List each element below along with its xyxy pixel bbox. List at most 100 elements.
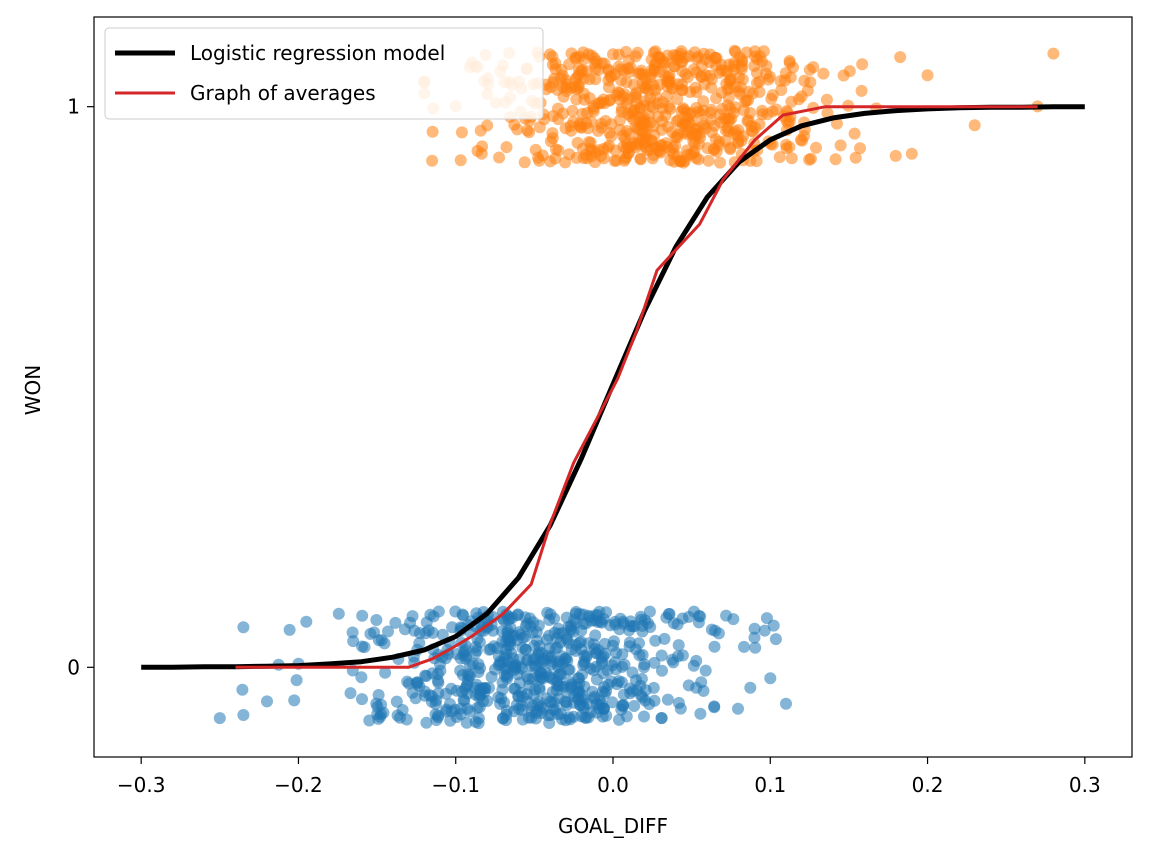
scatter-point	[513, 676, 526, 689]
scatter-point	[738, 640, 750, 653]
scatter-point	[921, 69, 934, 82]
scatter-point	[547, 110, 560, 122]
scatter-point	[737, 130, 750, 143]
scatter-point	[430, 714, 443, 726]
scatter-point	[605, 130, 618, 143]
scatter-point	[523, 126, 536, 139]
scatter-point	[420, 616, 433, 629]
scatter-point	[753, 75, 766, 88]
scatter-point	[671, 618, 684, 631]
scatter-point	[501, 655, 514, 668]
scatter-point	[720, 77, 733, 90]
y-tick-label: 0	[67, 655, 80, 679]
scatter-point	[512, 608, 524, 621]
scatter-point	[564, 713, 577, 726]
scatter-point	[563, 148, 576, 161]
scatter-point	[576, 64, 589, 77]
scatter-point	[697, 119, 710, 132]
scatter-point	[420, 716, 433, 729]
scatter-point	[557, 90, 570, 103]
scatter-point	[829, 153, 842, 166]
scatter-point	[713, 135, 726, 148]
scatter-point	[635, 689, 648, 702]
series-lines	[141, 104, 1085, 670]
scatter-point	[905, 147, 918, 160]
scatter-point	[634, 153, 647, 166]
scatter-point	[610, 646, 623, 659]
scatter-point	[589, 73, 602, 86]
scatter-point	[742, 114, 755, 127]
scatter-point	[638, 661, 650, 674]
scatter-point	[699, 664, 712, 677]
scatter-point	[567, 696, 580, 709]
scatter-point	[629, 91, 642, 104]
scatter-point	[783, 141, 796, 153]
scatter-point	[737, 104, 750, 117]
scatter-point	[661, 693, 674, 706]
scatter-point	[728, 127, 740, 140]
scatter-point	[773, 151, 786, 164]
scatter-point	[630, 137, 643, 150]
scatter-point	[820, 93, 833, 106]
scatter-point	[469, 688, 482, 701]
scatter-point	[586, 685, 599, 698]
scatter-point	[674, 155, 687, 168]
scatter-point	[213, 712, 226, 725]
scatter-point	[403, 677, 415, 690]
scatter-point	[749, 50, 762, 63]
scatter-point	[237, 709, 250, 721]
scatter-point	[460, 716, 473, 729]
averages-line	[235, 105, 1038, 669]
scatter-point	[620, 97, 633, 110]
x-axis-label: GOAL_DIFF	[558, 814, 668, 838]
scatter-point	[764, 672, 777, 685]
scatter-point	[500, 141, 513, 154]
scatter-point	[626, 666, 639, 679]
scatter-point	[595, 657, 608, 670]
scatter-point	[533, 121, 546, 134]
scatter-point	[565, 124, 578, 137]
scatter-point	[732, 702, 744, 715]
scatter-point	[590, 647, 603, 660]
scatter-point	[344, 687, 357, 700]
scatter-point	[713, 66, 726, 79]
scatter-point	[440, 687, 452, 700]
scatter-point	[848, 127, 861, 140]
scatter-point	[389, 616, 402, 629]
scatter-point	[616, 660, 629, 673]
scatter-point	[372, 634, 385, 647]
scatter-point	[454, 708, 467, 721]
scatter-point	[598, 57, 611, 70]
y-axis-ticks: 01	[67, 95, 94, 679]
scatter-point	[714, 156, 726, 169]
scatter-point	[849, 151, 862, 164]
scatter-point	[792, 93, 805, 106]
scatter-point	[579, 148, 592, 161]
scatter-point	[694, 707, 707, 720]
scatter-point	[612, 48, 625, 61]
scatter-point	[471, 144, 484, 157]
scatter-point	[583, 92, 596, 105]
y-axis-label: WON	[21, 365, 45, 415]
scatter-point	[512, 702, 525, 715]
scatter-point	[779, 74, 791, 87]
scatter-point	[534, 668, 547, 680]
scatter-point	[803, 63, 816, 76]
scatter-point	[597, 152, 610, 165]
scatter-point	[753, 118, 766, 131]
scatter-point	[834, 139, 847, 152]
scatter-point	[735, 63, 748, 75]
scatter-point	[602, 81, 615, 94]
scatter-point	[705, 81, 718, 94]
scatter-point	[565, 643, 578, 656]
scatter-point	[676, 649, 689, 662]
scatter-point	[770, 103, 783, 116]
x-tick-label: 0.1	[754, 773, 786, 797]
scatter-point	[372, 712, 385, 725]
scatter-point	[496, 625, 508, 638]
scatter-point	[554, 707, 567, 720]
scatter-point	[600, 606, 613, 619]
scatter-point	[744, 681, 757, 694]
x-tick-label: 0.3	[1069, 773, 1101, 797]
scatter-point	[843, 65, 856, 78]
